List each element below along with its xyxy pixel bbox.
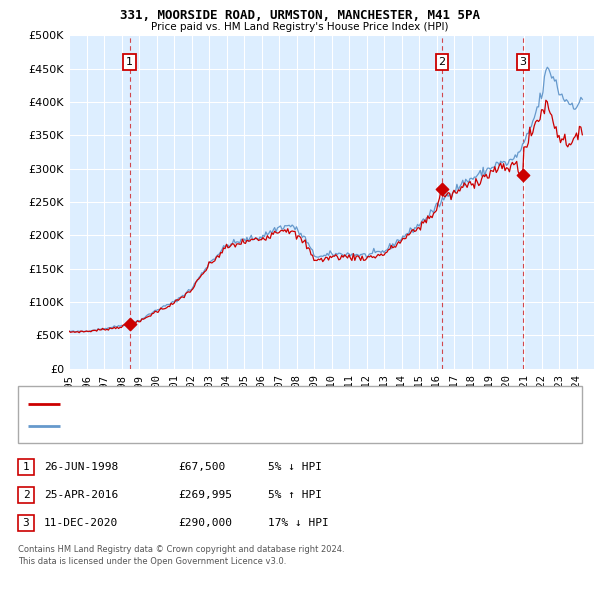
Text: 5% ↑ HPI: 5% ↑ HPI	[268, 490, 322, 500]
Bar	[18, 385, 582, 442]
Text: 26-JUN-1998: 26-JUN-1998	[44, 461, 118, 471]
Text: 11-DEC-2020: 11-DEC-2020	[44, 517, 118, 527]
Point	[518, 171, 528, 180]
Point	[125, 319, 134, 329]
Bar	[18, 514, 34, 530]
Text: This data is licensed under the Open Government Licence v3.0.: This data is licensed under the Open Gov…	[18, 556, 286, 566]
Text: Contains HM Land Registry data © Crown copyright and database right 2024.: Contains HM Land Registry data © Crown c…	[18, 545, 344, 553]
Point	[437, 184, 447, 194]
Text: HPI: Average price, semi-detached house, Trafford: HPI: Average price, semi-detached house,…	[66, 421, 329, 430]
Text: 17% ↓ HPI: 17% ↓ HPI	[268, 517, 329, 527]
Text: 1: 1	[126, 57, 133, 67]
Text: 3: 3	[23, 517, 29, 527]
Text: 5% ↓ HPI: 5% ↓ HPI	[268, 461, 322, 471]
Text: £269,995: £269,995	[178, 490, 232, 500]
Text: 2: 2	[439, 57, 445, 67]
Bar	[18, 487, 34, 503]
Text: 3: 3	[520, 57, 527, 67]
Text: 331, MOORSIDE ROAD, URMSTON, MANCHESTER, M41 5PA (semi-detached house): 331, MOORSIDE ROAD, URMSTON, MANCHESTER,…	[66, 399, 442, 408]
Text: 25-APR-2016: 25-APR-2016	[44, 490, 118, 500]
Text: Price paid vs. HM Land Registry's House Price Index (HPI): Price paid vs. HM Land Registry's House …	[151, 22, 449, 32]
Text: 331, MOORSIDE ROAD, URMSTON, MANCHESTER, M41 5PA: 331, MOORSIDE ROAD, URMSTON, MANCHESTER,…	[120, 9, 480, 22]
Bar	[18, 458, 34, 474]
Text: 1: 1	[23, 461, 29, 471]
Text: £290,000: £290,000	[178, 517, 232, 527]
Text: £67,500: £67,500	[178, 461, 225, 471]
Text: 2: 2	[23, 490, 29, 500]
